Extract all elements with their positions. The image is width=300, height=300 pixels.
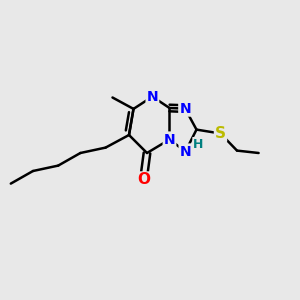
Text: H: H [193, 137, 203, 151]
Text: O: O [137, 172, 150, 188]
Text: N: N [180, 145, 191, 158]
Text: S: S [215, 126, 226, 141]
Text: N: N [179, 102, 191, 116]
Text: N: N [164, 133, 175, 146]
Text: N: N [147, 90, 158, 104]
